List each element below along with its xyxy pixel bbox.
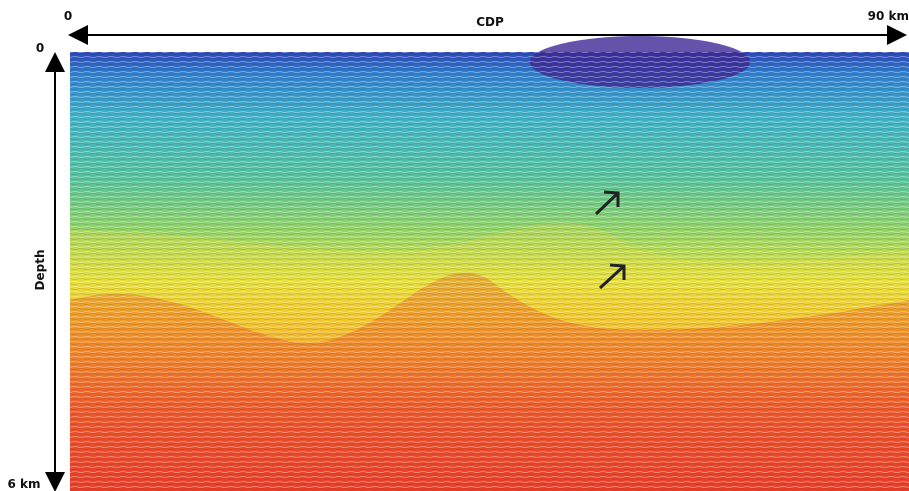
x-end-label: 90 km (868, 9, 909, 23)
y-axis-title: Depth (33, 250, 47, 291)
y-start-label: 0 (36, 41, 44, 55)
reflector-texture (70, 52, 909, 491)
y-end-label: 6 km (7, 477, 40, 491)
x-start-label: 0 (64, 9, 72, 23)
x-axis-title: CDP (476, 15, 504, 29)
annotation-arrows (594, 190, 626, 290)
